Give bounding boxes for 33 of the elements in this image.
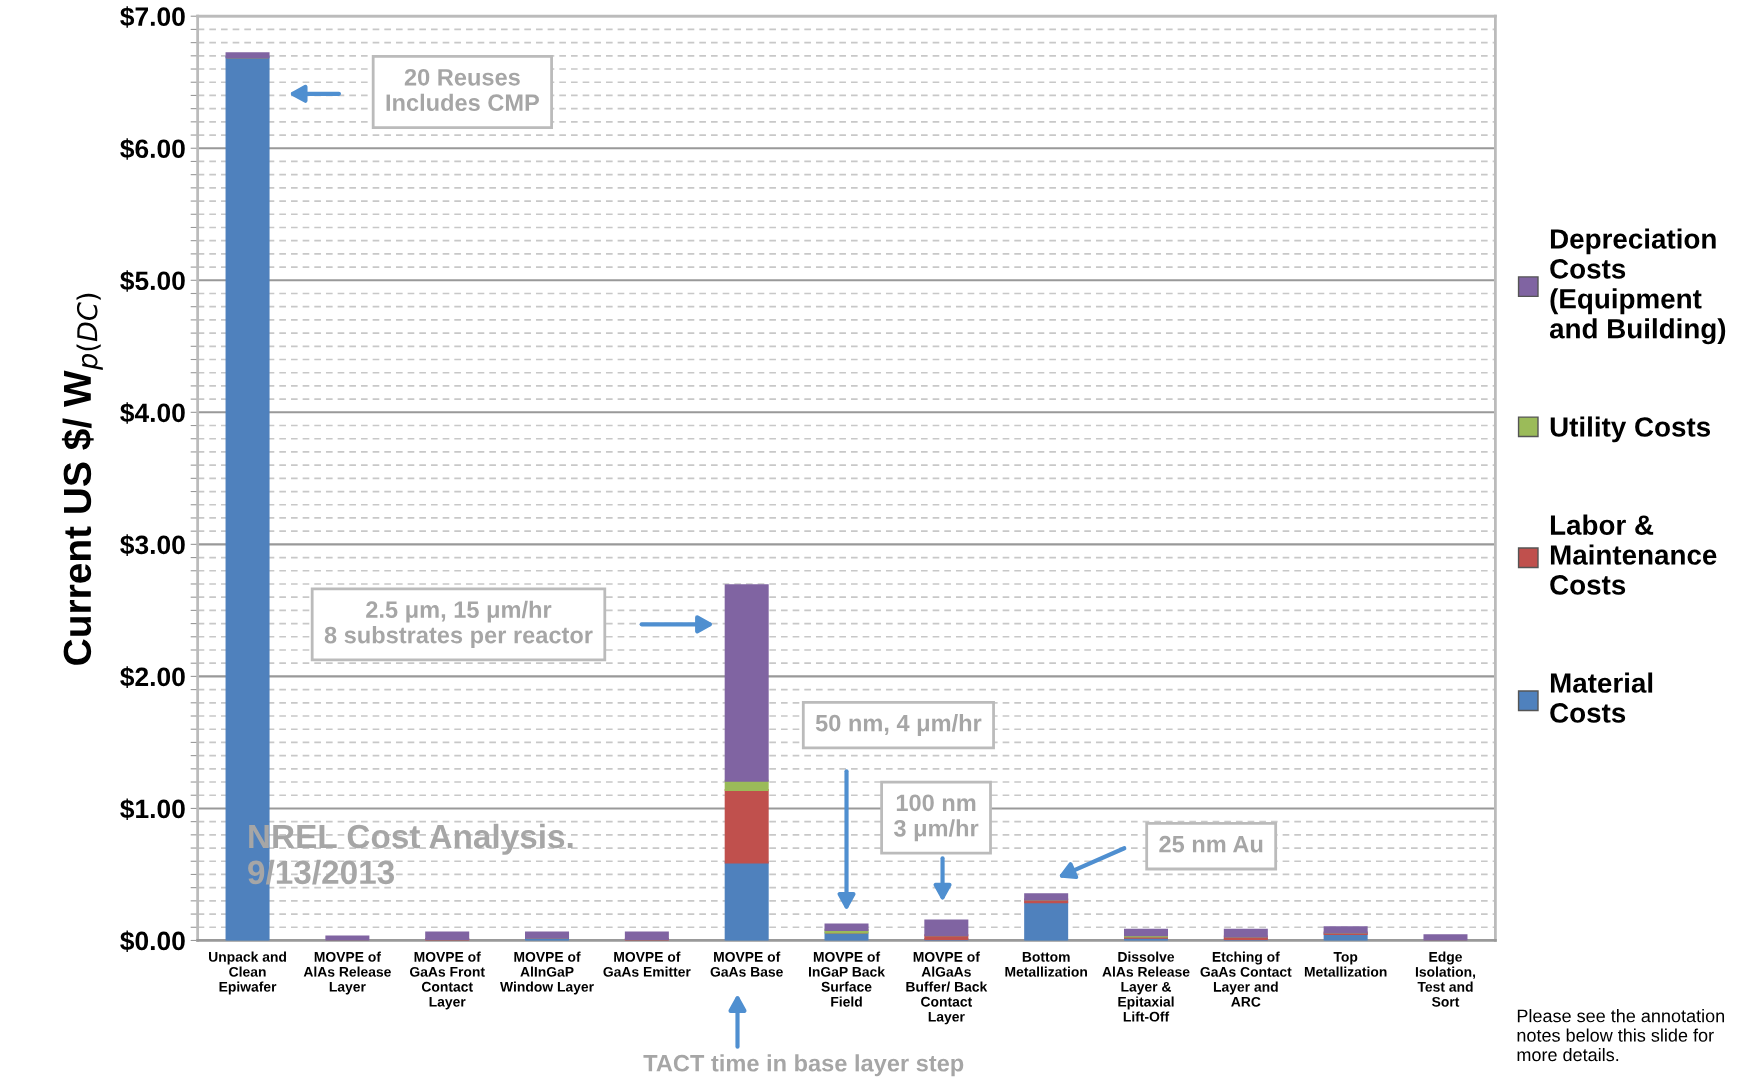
- x-tick-label: MOVPE of AlAs Release Layer: [303, 951, 391, 995]
- x-tick-label: MOVPE of GaAs Front Contact Layer: [409, 951, 485, 1010]
- legend-label: Material Costs: [1550, 672, 1653, 723]
- annotation: 25 nm Au: [1159, 835, 1263, 853]
- y-tick-label: $3.00: [120, 534, 185, 556]
- y-tick-label: $7.00: [120, 6, 185, 28]
- x-tick-label: MOVPE of AlInGaP Window Layer: [500, 951, 594, 995]
- y-tick-label: $2.00: [120, 666, 185, 688]
- text: TACT time in base layer step: [643, 1054, 964, 1077]
- annotation: 100 nm 3 μm/hr: [893, 794, 979, 842]
- x-tick-label: Top Metallization: [1304, 952, 1387, 977]
- y-tick-label: $1.00: [120, 798, 185, 820]
- x-tick-label: MOVPE of GaAs Base: [710, 951, 783, 977]
- x-tick-label: Bottom Metallization: [1005, 952, 1087, 977]
- y-axis-title: Current US $/ W$_{p(DC)}$: [61, 293, 103, 665]
- y-tick-label: $5.00: [120, 270, 185, 292]
- legend-label: Depreciation Costs (Equipment and Building): [1549, 228, 1726, 345]
- x-tick-label: MOVPE of AlGaAs Buffer/ Back Contact Layer: [906, 951, 988, 1025]
- y-tick-label: $4.00: [120, 402, 185, 424]
- x-tick-label: Dissolve AlAs Release Layer & Epitaxial Lift-Off: [1102, 951, 1190, 1022]
- x-tick-label: MOVPE of GaAs Emitter: [603, 951, 691, 977]
- y-tick-label: $6.00: [120, 138, 185, 160]
- annotation: 50 nm, 4 μm/hr: [815, 714, 982, 737]
- legend-label: Utility Costs: [1550, 416, 1711, 443]
- y-tick-label: $0.00: [120, 930, 185, 952]
- annotation: 20 Reuses Includes CMP: [386, 68, 539, 112]
- text: Please see the annotation notes below this slide for more details.: [1517, 1009, 1725, 1062]
- legend-label: Labor & Maintenance Costs: [1550, 514, 1717, 595]
- x-tick-label: Edge Isolation, Test and Sort: [1415, 951, 1476, 1007]
- x-tick-label: Unpack and Clean Epiwafer: [209, 951, 286, 995]
- x-tick-label: Etching of GaAs Contact Layer and ARC: [1200, 951, 1292, 1007]
- annotation: 2.5 μm, 15 μm/hr 8 substrates per reactor: [324, 600, 593, 649]
- x-tick-label: MOVPE of InGaP Back Surface Field: [808, 951, 886, 1007]
